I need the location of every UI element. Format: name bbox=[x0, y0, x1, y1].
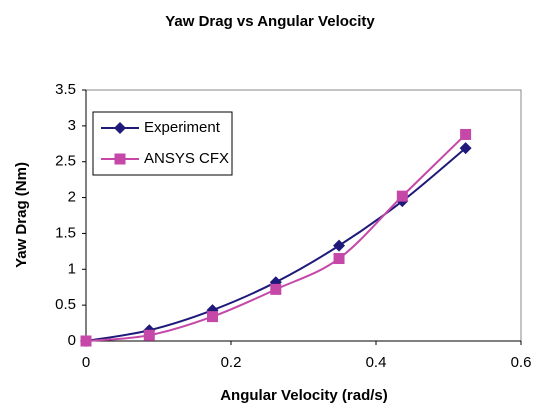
x-tick-label: 0.4 bbox=[366, 354, 387, 371]
x-tick-label: 0 bbox=[82, 354, 90, 371]
y-tick-label: 3 bbox=[68, 117, 76, 134]
y-tick-label: 1 bbox=[68, 260, 76, 277]
marker bbox=[114, 122, 126, 134]
marker bbox=[396, 190, 408, 202]
x-tick-label: 0.6 bbox=[511, 354, 532, 371]
x-axis-label: Angular Velocity (rad/s) bbox=[220, 387, 388, 404]
legend-label: ANSYS CFX bbox=[144, 150, 229, 167]
y-tick-label: 1.5 bbox=[55, 224, 76, 241]
y-axis-label: Yaw Drag (Nm) bbox=[13, 162, 30, 268]
y-tick-label: 3.5 bbox=[55, 81, 76, 98]
y-tick-label: 2.5 bbox=[55, 153, 76, 170]
marker bbox=[333, 253, 345, 265]
series-line bbox=[85, 147, 467, 342]
marker bbox=[207, 311, 219, 323]
legend-label: Experiment bbox=[144, 119, 221, 136]
chart-title: Yaw Drag vs Angular Velocity bbox=[165, 13, 375, 30]
marker bbox=[460, 128, 472, 140]
marker bbox=[80, 335, 92, 347]
y-tick-label: 2 bbox=[68, 189, 76, 206]
y-tick-label: 0.5 bbox=[55, 296, 76, 313]
y-tick-label: 0 bbox=[68, 332, 76, 349]
marker bbox=[143, 329, 155, 341]
marker bbox=[114, 153, 126, 165]
marker bbox=[270, 283, 282, 295]
marker bbox=[459, 142, 472, 155]
marker bbox=[333, 239, 346, 252]
x-tick-label: 0.2 bbox=[221, 354, 242, 371]
